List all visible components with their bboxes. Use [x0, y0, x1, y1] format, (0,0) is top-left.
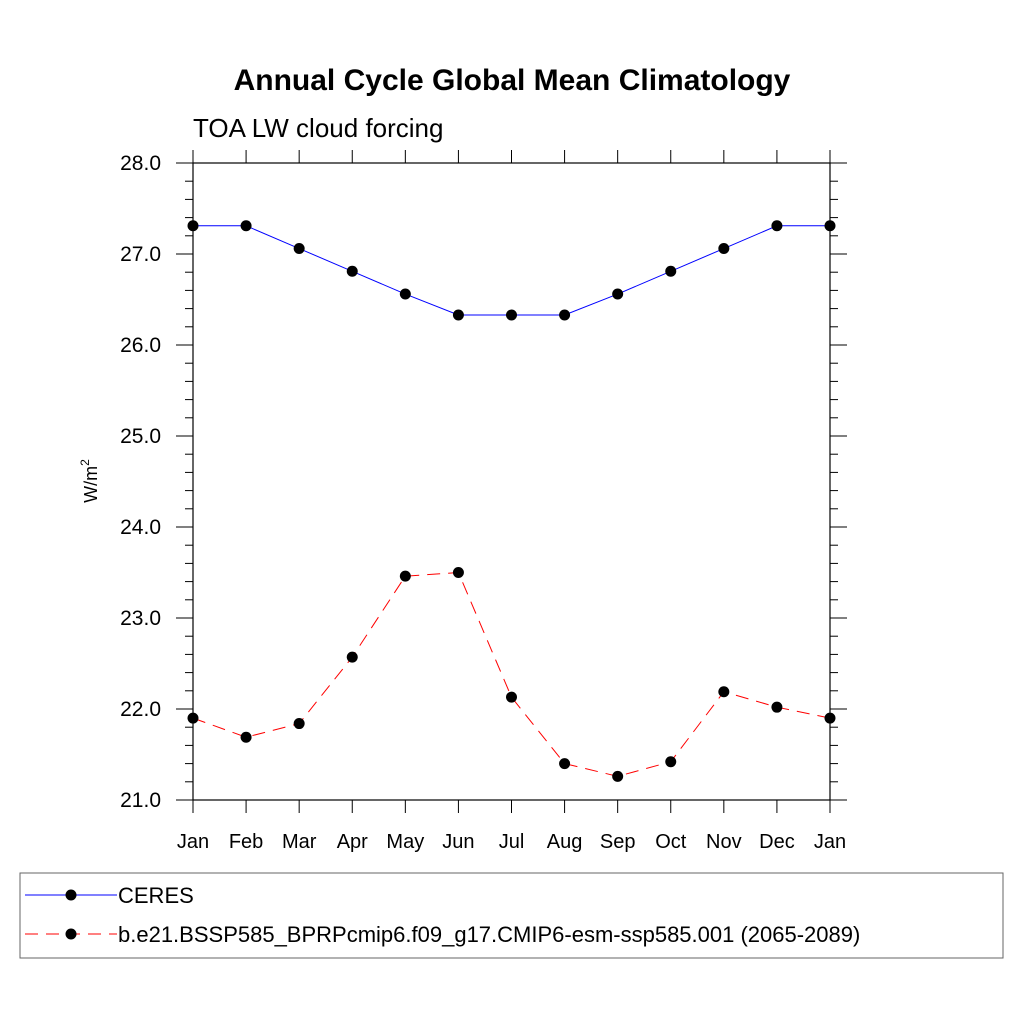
y-axis-label-base: W/m — [81, 466, 101, 503]
y-tick-label: 27.0 — [120, 243, 161, 266]
data-point-series-1 — [187, 712, 199, 724]
data-point-series-1 — [240, 731, 252, 743]
legend-entry-ceres: CERES — [25, 883, 194, 908]
x-tick-label: Feb — [229, 831, 263, 853]
x-tick-label: Apr — [337, 831, 368, 853]
x-tick-label: Dec — [759, 831, 795, 853]
y-axis-label-superscript: 2 — [78, 459, 92, 466]
x-tick-labels: Jan Feb Mar Apr May Jun Jul Aug Sep Oct Nov Dec Jan — [177, 831, 846, 853]
data-point-series-1 — [771, 701, 783, 713]
y-tick-label: 26.0 — [120, 334, 161, 357]
y-tick-label: 25.0 — [120, 425, 161, 448]
data-point-series-1 — [612, 770, 624, 782]
y-tick-label: 22.0 — [120, 698, 161, 721]
x-tick-label: Nov — [706, 831, 742, 853]
series-line-1 — [192, 571, 831, 777]
y-tick-label: 28.0 — [120, 152, 161, 175]
data-point-series-1 — [824, 712, 836, 724]
data-point-series-1 — [506, 691, 517, 703]
x-tick-label: Jul — [499, 831, 525, 853]
legend-marker-model — [65, 928, 77, 940]
y-tick-labels: 21.0 22.0 23.0 24.0 25.0 26.0 27.0 28.0 — [120, 152, 161, 812]
data-point-series-0 — [718, 243, 730, 255]
data-point-series-0 — [452, 309, 464, 321]
data-point-series-1 — [293, 718, 305, 730]
x-tick-label: Mar — [282, 831, 317, 853]
data-point-series-1 — [559, 758, 571, 770]
data-point-series-0 — [824, 220, 836, 232]
data-point-series-0 — [665, 265, 677, 277]
series-line-0 — [193, 225, 830, 316]
data-point-series-1 — [718, 686, 730, 698]
data-point-series-0 — [187, 220, 199, 232]
series-layer — [187, 220, 836, 782]
legend-entry-model: b.e21.BSSP585_BPRPcmip6.f09_g17.CMIP6-es… — [25, 922, 860, 947]
legend-label-ceres: CERES — [118, 883, 194, 908]
x-tick-label: May — [386, 831, 424, 853]
y-axis-label: W/m2 — [78, 459, 101, 503]
x-tick-label: Jan — [177, 831, 209, 853]
x-tick-label: Jan — [814, 831, 846, 853]
x-tick-label: Oct — [655, 831, 687, 853]
data-point-series-0 — [240, 220, 252, 232]
y-tick-label: 23.0 — [120, 607, 161, 630]
data-point-series-1 — [399, 570, 411, 582]
x-tick-label: Sep — [600, 831, 636, 853]
data-point-series-1 — [452, 567, 464, 578]
axis-ticks — [176, 150, 847, 813]
data-point-series-0 — [612, 288, 624, 300]
data-point-series-1 — [665, 756, 677, 768]
x-tick-label: Aug — [547, 831, 583, 853]
data-point-series-0 — [293, 243, 305, 255]
data-point-series-0 — [399, 288, 411, 300]
legend-box — [19, 872, 1004, 959]
chart-subtitle: TOA LW cloud forcing — [193, 113, 443, 143]
plot-frame — [192, 162, 831, 801]
data-point-series-0 — [771, 220, 783, 232]
legend-label-model: b.e21.BSSP585_BPRPcmip6.f09_g17.CMIP6-es… — [118, 922, 860, 947]
data-point-series-0 — [559, 309, 571, 321]
x-tick-label: Jun — [442, 831, 474, 853]
data-point-series-1 — [346, 651, 358, 663]
y-tick-label: 21.0 — [120, 789, 161, 812]
y-tick-label: 24.0 — [120, 516, 161, 539]
legend-marker-ceres — [65, 889, 77, 901]
chart-title: Annual Cycle Global Mean Climatology — [234, 64, 791, 97]
data-point-series-0 — [346, 265, 358, 277]
data-point-series-0 — [506, 309, 517, 321]
